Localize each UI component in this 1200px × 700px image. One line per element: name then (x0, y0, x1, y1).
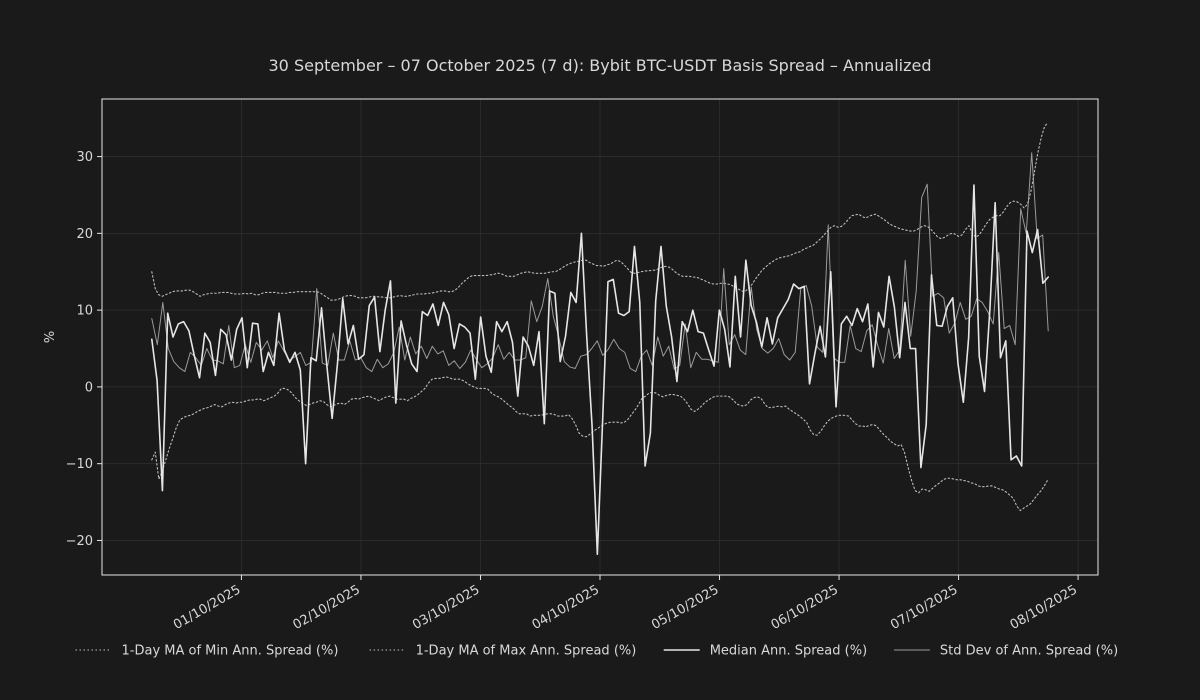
x-tick-label: 01/10/2025 (171, 582, 243, 632)
y-tick-label: 0 (85, 380, 93, 395)
y-tick-label: 30 (76, 150, 93, 165)
x-tick-label: 02/10/2025 (291, 582, 363, 632)
x-tick-label: 08/10/2025 (1008, 582, 1080, 632)
series-line-1-day-ma-of-max-ann-spread (151, 122, 1049, 301)
series-lines (151, 122, 1049, 556)
y-tick-label: −20 (66, 534, 93, 549)
legend: 1-Day MA of Min Ann. Spread (%) 1-Day MA … (75, 644, 1118, 659)
legend-label: Median Ann. Spread (%) (710, 644, 867, 659)
series-line-1-day-ma-of-min-ann-spread (151, 376, 1049, 512)
legend-label: Std Dev of Ann. Spread (%) (940, 644, 1118, 659)
legend-label: 1-Day MA of Min Ann. Spread (%) (122, 644, 339, 659)
y-axis-label: % (43, 331, 58, 343)
x-tick-label: 07/10/2025 (888, 582, 960, 632)
y-tick-label: 10 (76, 304, 93, 319)
x-tick-label: 04/10/2025 (530, 582, 602, 632)
grid-lines (102, 99, 1098, 575)
chart-title: 30 September – 07 October 2025 (7 d): By… (269, 56, 932, 75)
y-tick-label: −10 (66, 457, 93, 472)
series-line-median-ann-spread (151, 184, 1049, 556)
x-tick-label: 05/10/2025 (649, 582, 721, 632)
x-tick-label: 03/10/2025 (410, 582, 482, 632)
x-tick-label: 06/10/2025 (769, 582, 841, 632)
legend-label: 1-Day MA of Max Ann. Spread (%) (416, 644, 637, 659)
y-tick-label: 20 (76, 227, 93, 242)
